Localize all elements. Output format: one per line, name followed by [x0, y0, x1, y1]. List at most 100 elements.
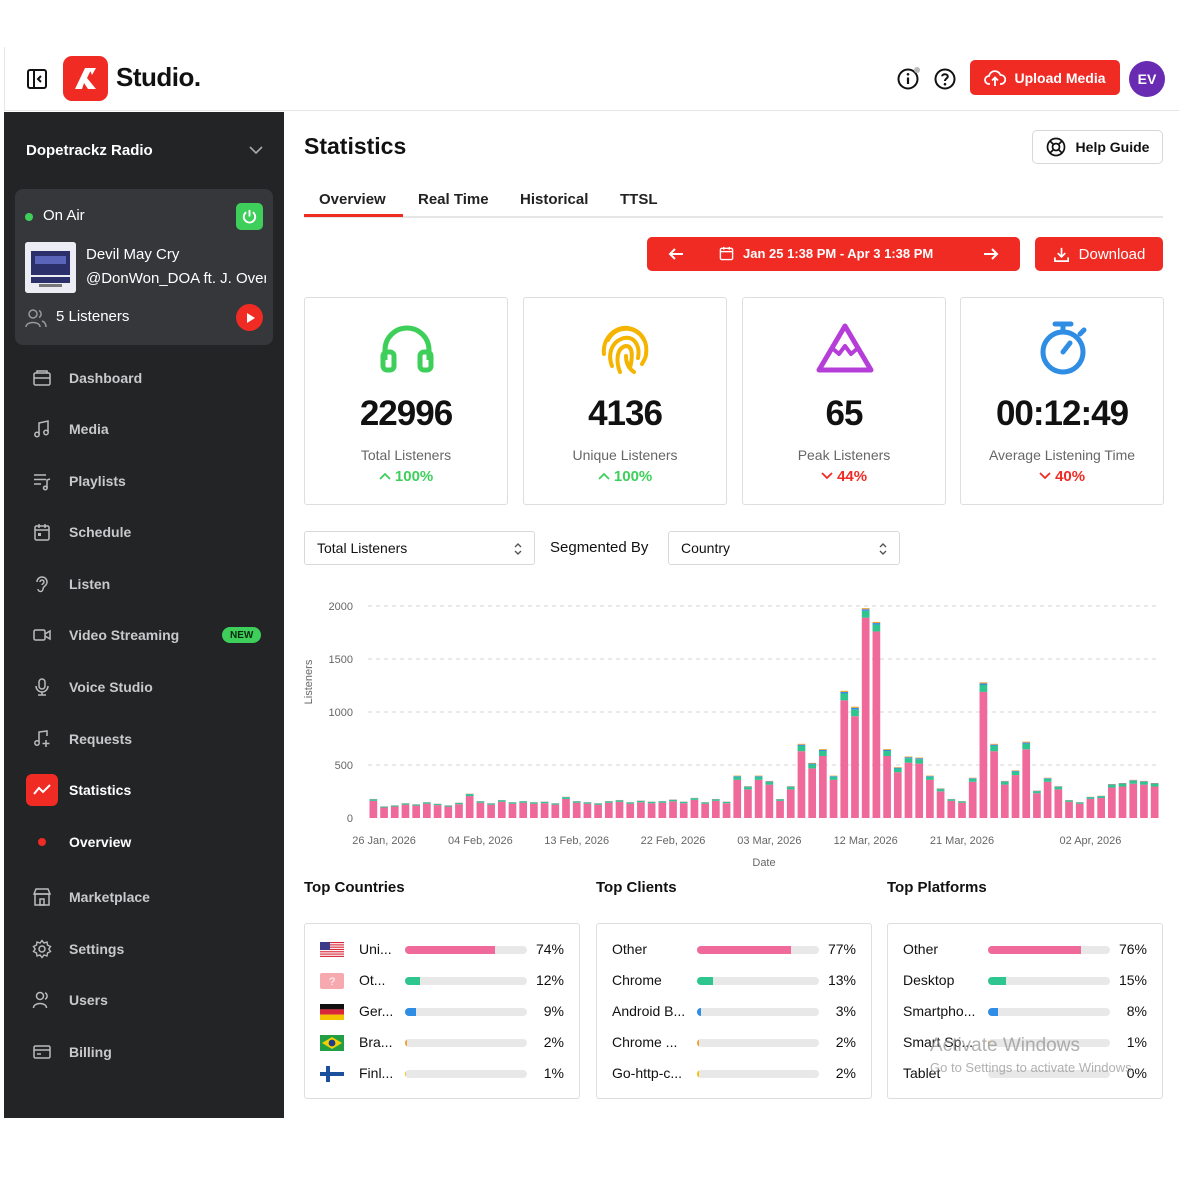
tab-historical[interactable]: Historical [520, 191, 589, 208]
chart-bar-segment [711, 799, 720, 801]
x-axis-label: Date [752, 857, 775, 869]
list-item[interactable]: Chrome ... 2% [597, 1031, 871, 1055]
list-item[interactable]: ? Ot... 12% [305, 969, 579, 993]
list-item[interactable]: Desktop 15% [888, 969, 1162, 993]
sidebar-item-billing[interactable]: Billing [26, 1036, 266, 1068]
studio-logo-icon[interactable] [63, 56, 108, 101]
user-avatar[interactable]: EV [1129, 61, 1165, 97]
station-name[interactable]: Dopetrackz Radio [26, 142, 153, 159]
metric-select[interactable]: Total Listeners [304, 531, 535, 565]
list-item[interactable]: Smartpho... 8% [888, 1000, 1162, 1024]
tab-overview[interactable]: Overview [319, 191, 386, 208]
chart-bar-segment [754, 775, 763, 777]
row-percent: 8% [1126, 1003, 1147, 1019]
sidebar-item-requests[interactable]: Requests [26, 723, 266, 755]
progress-fill [405, 1008, 416, 1016]
statistics-icon [26, 774, 58, 806]
stat-card-total-listeners: 22996 Total Listeners 100% [304, 297, 508, 505]
progress-fill [988, 977, 1007, 985]
album-cover [25, 242, 76, 293]
chart-bar-segment [786, 789, 795, 818]
chart-bar-segment [786, 786, 795, 788]
progress-fill [988, 1008, 998, 1016]
chart-bar-segment [669, 801, 677, 818]
sidebar-item-video-streaming[interactable]: Video Streaming NEW [26, 619, 266, 651]
help-guide-button[interactable]: Help Guide [1032, 130, 1163, 164]
top-header: Studio. Upload Media EV [4, 47, 1179, 111]
list-item[interactable]: Uni... 74% [305, 938, 579, 962]
chart-bar-segment [872, 621, 881, 624]
sidebar-item-dashboard[interactable]: Dashboard [26, 362, 266, 394]
sidebar-item-statistics[interactable]: Statistics [26, 774, 266, 806]
sidebar-item-media[interactable]: Media [26, 413, 266, 445]
sidebar-item-users[interactable]: Users [26, 984, 266, 1016]
chart-bar-segment [915, 758, 924, 760]
chart-bar-segment [1000, 781, 1009, 785]
progress-fill [697, 977, 713, 985]
chart-bar-segment [947, 799, 956, 801]
date-range-picker[interactable]: Jan 25 1:38 PM - Apr 3 1:38 PM [719, 246, 933, 261]
stat-change-value: 100% [613, 468, 653, 485]
progress-track [697, 946, 819, 954]
chart-bar-segment [562, 798, 570, 818]
sidebar-item-schedule[interactable]: Schedule [26, 516, 266, 548]
help-icon[interactable] [933, 67, 957, 91]
chart-bar-segment [1086, 797, 1095, 799]
sidebar-item-listen[interactable]: Listen [26, 568, 266, 600]
chart-bar-segment [1000, 784, 1009, 818]
chart-bar-segment [679, 803, 688, 818]
list-item[interactable]: Other 77% [597, 938, 871, 962]
progress-track [697, 977, 819, 985]
sidebar-collapse-icon[interactable] [26, 68, 48, 90]
arrow-left-icon[interactable] [667, 245, 685, 263]
playlist-icon [26, 465, 58, 497]
chart-bar-segment [893, 767, 902, 768]
list-item[interactable]: Android B... 3% [597, 1000, 871, 1024]
list-item[interactable]: Finl... 1% [305, 1062, 579, 1086]
us-flag-icon [320, 942, 344, 958]
arrow-right-icon[interactable] [982, 245, 1000, 263]
chart-bar-segment [690, 798, 699, 800]
x-tick-label: 12 Mar, 2026 [834, 835, 898, 847]
sidebar-item-voice-studio[interactable]: Voice Studio [26, 671, 266, 703]
sidebar-item-settings[interactable]: Settings [26, 933, 266, 965]
chart-bar-segment [1140, 781, 1148, 782]
info-icon[interactable] [896, 67, 920, 91]
chart-bar-segment [1129, 780, 1138, 781]
list-item[interactable]: Ger... 9% [305, 1000, 579, 1024]
chart-bar-segment [1043, 778, 1052, 779]
sidebar-item-overview[interactable]: Overview [26, 826, 266, 858]
tab-real-time[interactable]: Real Time [418, 191, 489, 208]
upload-media-button[interactable]: Upload Media [970, 60, 1120, 95]
users-icon [26, 984, 58, 1016]
segment-select[interactable]: Country [668, 531, 900, 565]
chart-bar-segment [840, 700, 849, 818]
mountain-icon [816, 323, 874, 373]
row-name: Finl... [359, 1065, 394, 1081]
headphones-icon [380, 325, 434, 373]
row-percent: 74% [535, 941, 564, 957]
chart-bar-segment [412, 804, 421, 806]
progress-fill [405, 1039, 408, 1047]
list-item[interactable]: Smart Sp... 1% [888, 1031, 1162, 1055]
date-range-text: Jan 25 1:38 PM - Apr 3 1:38 PM [743, 246, 934, 261]
tab-ttsl[interactable]: TTSL [620, 191, 658, 208]
logo-text[interactable]: Studio. [116, 62, 201, 92]
chart-bar-segment [819, 749, 827, 752]
list-item[interactable]: Tablet 0% [888, 1062, 1162, 1086]
row-percent: 3% [835, 1003, 856, 1019]
power-button[interactable] [236, 203, 263, 230]
chart-bar-segment [990, 751, 998, 818]
chevron-down-icon[interactable] [248, 142, 264, 158]
download-icon [1053, 247, 1069, 262]
list-item[interactable]: Other 76% [888, 938, 1162, 962]
list-item[interactable]: Go-http-c... 2% [597, 1062, 871, 1086]
download-button[interactable]: Download [1035, 237, 1163, 271]
list-item[interactable]: Bra... 2% [305, 1031, 579, 1055]
sidebar-item-marketplace[interactable]: Marketplace [26, 881, 266, 913]
list-item[interactable]: Chrome 13% [597, 969, 871, 993]
sidebar-item-playlists[interactable]: Playlists [26, 465, 266, 497]
play-button[interactable] [236, 304, 263, 331]
users-icon [25, 309, 47, 328]
chart-bar-segment [936, 791, 945, 818]
